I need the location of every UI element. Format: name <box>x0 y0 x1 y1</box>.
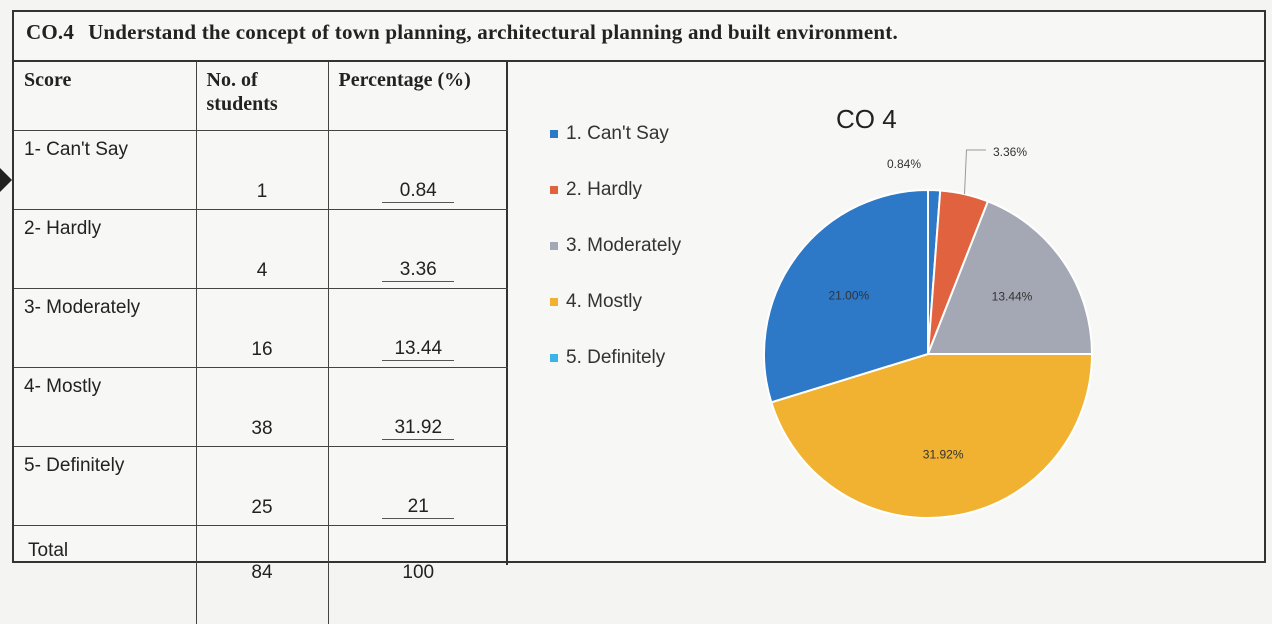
score-cell: 3- Moderately <box>14 289 196 368</box>
total-students-cell: 84 <box>196 526 328 624</box>
percentage-value: 31.92 <box>382 417 454 440</box>
students-value: 1 <box>197 181 328 203</box>
percentage-value: 13.44 <box>382 338 454 361</box>
header-score: Score <box>14 62 196 131</box>
total-percentage-value: 100 <box>329 562 509 584</box>
score-cell: 4- Mostly <box>14 368 196 447</box>
students-cell: 16 <box>196 289 328 368</box>
side-marker-arrow <box>0 168 12 192</box>
percentage-value: 21 <box>382 496 454 519</box>
score-cell: 1- Can't Say <box>14 131 196 210</box>
percentage-cell: 21 <box>328 447 508 526</box>
slice-label: 31.92% <box>923 448 964 462</box>
header-students: No. of students <box>196 62 328 131</box>
students-value: 16 <box>197 339 328 361</box>
percentage-value: 3.36 <box>382 259 454 282</box>
percentage-value: 0.84 <box>382 180 454 203</box>
students-cell: 1 <box>196 131 328 210</box>
total-label: Total <box>14 526 196 624</box>
pie-chart: 0.84% 3.36% 13.44% 31.92% 21.00% <box>508 62 1266 565</box>
percentage-cell: 0.84 <box>328 131 508 210</box>
percentage-cell: 13.44 <box>328 289 508 368</box>
percentage-cell: 3.36 <box>328 210 508 289</box>
students-value: 25 <box>197 497 328 519</box>
score-table: Score No. of students Percentage (%) 1- … <box>14 62 508 624</box>
course-outcome-code: CO.4 <box>26 20 74 44</box>
course-outcome-text: Understand the concept of town planning,… <box>88 20 898 44</box>
score-cell: 2- Hardly <box>14 210 196 289</box>
students-cell: 38 <box>196 368 328 447</box>
total-percentage-cell: 100 <box>328 526 508 624</box>
table-header-row: Score No. of students Percentage (%) <box>14 62 508 131</box>
header-percentage: Percentage (%) <box>328 62 508 131</box>
total-students-value: 84 <box>197 562 328 584</box>
slice-label: 13.44% <box>992 290 1033 304</box>
score-cell: 5- Definitely <box>14 447 196 526</box>
content-frame: CO.4 Understand the concept of town plann… <box>12 10 1266 563</box>
students-cell: 4 <box>196 210 328 289</box>
students-value: 38 <box>197 418 328 440</box>
score-table-panel: Score No. of students Percentage (%) 1- … <box>14 62 508 565</box>
slice-label: 3.36% <box>993 145 1027 159</box>
leader-line <box>964 150 986 194</box>
percentage-cell: 31.92 <box>328 368 508 447</box>
slice-label: 21.00% <box>828 289 869 303</box>
course-outcome-heading: CO.4 Understand the concept of town plann… <box>14 12 1264 62</box>
slice-label: 0.84% <box>887 157 921 171</box>
students-cell: 25 <box>196 447 328 526</box>
students-value: 4 <box>197 260 328 282</box>
